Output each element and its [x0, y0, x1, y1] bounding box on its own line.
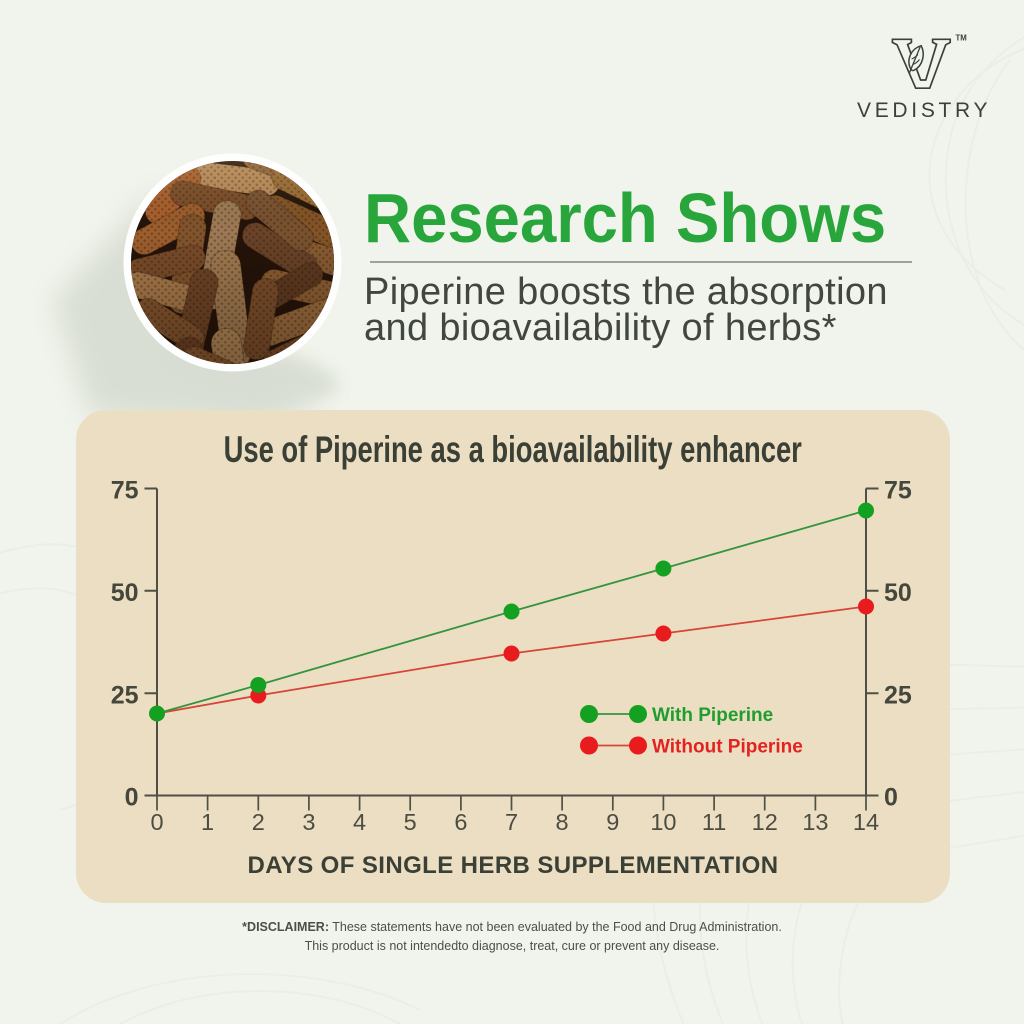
svg-text:14: 14: [853, 809, 879, 835]
svg-text:4: 4: [353, 809, 366, 835]
svg-text:TM: TM: [956, 34, 967, 43]
svg-text:8: 8: [556, 809, 569, 835]
svg-text:2: 2: [252, 809, 265, 835]
svg-text:5: 5: [404, 809, 417, 835]
svg-text:12: 12: [752, 809, 778, 835]
svg-text:1: 1: [201, 809, 214, 835]
svg-text:0: 0: [884, 784, 898, 812]
svg-text:9: 9: [606, 809, 619, 835]
svg-text:7: 7: [505, 809, 518, 835]
svg-text:75: 75: [111, 477, 139, 505]
svg-text:0: 0: [150, 809, 163, 835]
svg-text:25: 25: [884, 681, 912, 709]
svg-text:0: 0: [125, 784, 139, 812]
svg-text:With Piperine: With Piperine: [652, 705, 773, 726]
svg-text:75: 75: [884, 477, 912, 505]
svg-text:10: 10: [650, 809, 676, 835]
svg-text:3: 3: [302, 809, 315, 835]
svg-text:50: 50: [111, 579, 139, 607]
svg-text:11: 11: [702, 809, 726, 835]
svg-text:6: 6: [454, 809, 467, 835]
svg-text:13: 13: [802, 809, 828, 835]
svg-text:50: 50: [884, 579, 912, 607]
svg-text:Without Piperine: Without Piperine: [652, 737, 803, 758]
svg-text:25: 25: [111, 681, 139, 709]
